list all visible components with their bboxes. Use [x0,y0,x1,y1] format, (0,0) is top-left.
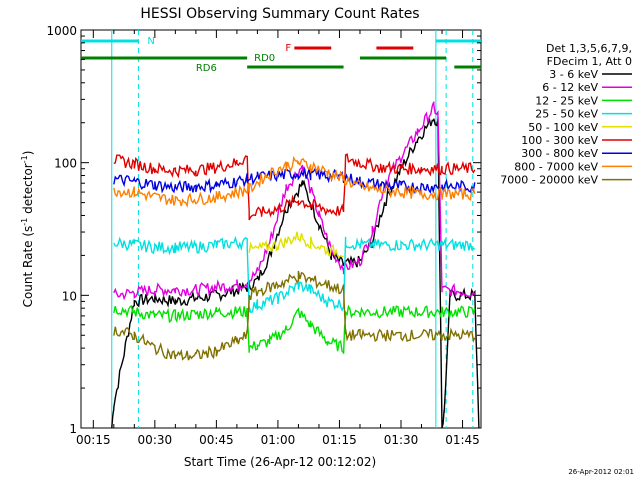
x-axis-label: Start Time (26-Apr-12 00:12:02) [184,455,376,469]
x-tick-label: 01:00 [261,433,296,447]
series-lines [111,101,480,428]
flare-label: F [285,43,291,54]
axes: 1 10 100 1000 00:15 00:30 00:45 01:00 01:15 01:30… [46,24,481,447]
legend-entry-label: 50 - 100 keV [528,121,598,134]
x-tick-label: 01:30 [384,433,419,447]
rd0-label: RD0 [254,53,275,64]
legend-entry-label: 100 - 300 keV [521,134,598,147]
y-tick-label: 1 [69,422,77,436]
series-line-9 [113,270,476,361]
series-line-5 [248,231,344,259]
legend-header-line2: FDecim 1, Att 0 [547,55,632,68]
legend-header-line1: Det 1,3,5,6,7,9, [546,42,632,55]
series-line-8 [113,155,476,208]
x-tick-label: 00:30 [138,433,173,447]
footer-timestamp: 26-Apr-2012 02:01 [568,468,634,476]
legend: Det 1,3,5,6,7,9, FDecim 1, Att 0 3 - 6 k… [500,42,632,187]
y-tick-label: 100 [54,157,77,171]
legend-entry-label: 12 - 25 keV [535,94,598,107]
x-tick-label: 01:45 [445,433,480,447]
rd6-label: RD6 [196,63,217,74]
y-tick-label: 10 [62,289,77,303]
series-line-1 [111,118,480,428]
night-label: N [147,36,154,47]
chart-title: HESSI Observing Summary Count Rates [140,6,419,22]
series-line-4 [113,235,476,313]
plot-frame [80,29,482,429]
legend-entry-label: 7000 - 20000 keV [500,174,598,187]
legend-entry-label: 300 - 800 keV [521,147,598,160]
series-line-6 [113,153,476,221]
annotation-bars: N F RD0 RD6 [81,30,481,428]
x-tick-label: 01:15 [322,433,357,447]
legend-entry-label: 3 - 6 keV [549,68,598,81]
legend-entry-label: 25 - 50 keV [535,108,598,121]
x-tick-label: 00:45 [199,433,234,447]
y-axis-label: Count Rate (s-1 detector-1) [20,151,35,308]
legend-entry-label: 6 - 12 keV [542,81,598,94]
y-tick-label: 1000 [46,24,77,38]
series-line-7 [113,166,476,195]
legend-entry-label: 800 - 7000 keV [514,160,598,173]
series-line-3 [113,304,476,354]
x-tick-label: 00:15 [76,433,111,447]
